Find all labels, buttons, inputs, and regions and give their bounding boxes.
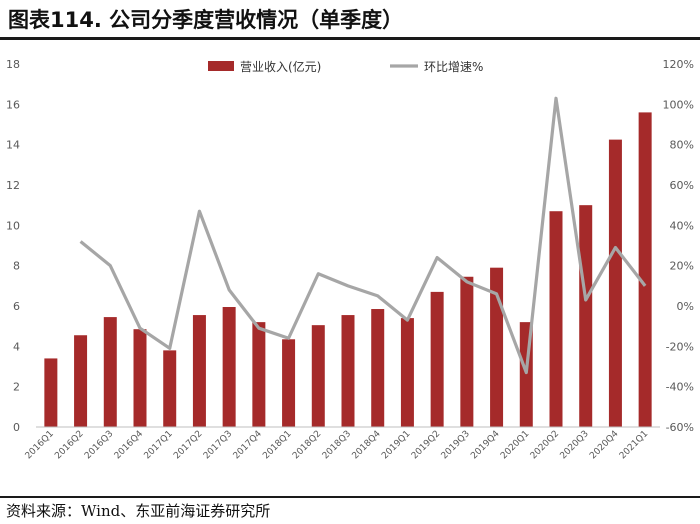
- x-tick-label: 2021Q1: [618, 429, 650, 461]
- growth-line-path: [79, 96, 647, 375]
- right-axis: -60% -40% -20% 0% 20% 40% 60% 80% 100% 120%: [663, 58, 694, 434]
- y-right-tick-label: 120%: [663, 58, 694, 71]
- page-title: 图表114. 公司分季度营收情况（单季度）: [8, 8, 404, 32]
- x-tick-label: 2020Q1: [499, 429, 531, 461]
- y-right-tick-label: 60%: [670, 179, 694, 192]
- y-right-tick-label: 0%: [677, 300, 694, 313]
- y-right-tick-label: 80%: [670, 139, 694, 152]
- revenue-bar: [133, 329, 147, 427]
- revenue-bar: [579, 205, 593, 427]
- x-axis: 2016Q12016Q22016Q32016Q42017Q12017Q22017…: [24, 426, 660, 462]
- revenue-bar: [74, 335, 88, 427]
- x-tick-label: 2018Q3: [321, 429, 353, 461]
- x-tick-label: 2017Q4: [232, 429, 265, 462]
- revenue-bar: [400, 318, 414, 427]
- y-left-tick-label: 16: [6, 98, 20, 111]
- revenue-bar: [44, 358, 58, 427]
- x-tick-label: 2018Q2: [291, 429, 323, 461]
- y-right-tick-label: -20%: [666, 340, 694, 353]
- x-tick-label: 2019Q2: [410, 429, 442, 461]
- y-left-tick-label: 14: [6, 139, 20, 152]
- revenue-bar: [549, 211, 563, 427]
- legend: 营业收入(亿元) 环比增速%: [208, 59, 483, 74]
- y-left-tick-label: 2: [13, 381, 20, 394]
- left-axis: 0 2 4 6 8 10 12 14 16 18: [6, 58, 20, 434]
- x-tick-label: 2016Q1: [24, 429, 56, 461]
- x-tick-label: 2019Q4: [469, 429, 502, 462]
- y-right-tick-label: 40%: [670, 219, 694, 232]
- x-tick-label: 2019Q3: [440, 429, 472, 461]
- legend-swatch-revenue: [208, 61, 234, 71]
- revenue-bar: [252, 322, 266, 427]
- revenue-bar: [371, 309, 385, 427]
- y-right-tick-label: -60%: [666, 421, 694, 434]
- revenue-bar: [430, 291, 444, 427]
- y-left-tick-label: 10: [6, 219, 20, 232]
- y-left-tick-label: 12: [6, 179, 20, 192]
- y-right-tick-label: 100%: [663, 98, 694, 111]
- revenue-bar: [282, 339, 296, 427]
- x-tick-label: 2018Q4: [351, 429, 384, 462]
- x-tick-label: 2018Q1: [261, 429, 293, 461]
- y-left-tick-label: 6: [13, 300, 20, 313]
- y-left-tick-label: 4: [13, 340, 20, 353]
- x-tick-label: 2017Q1: [143, 429, 175, 461]
- revenue-bars: [44, 112, 652, 428]
- y-right-tick-label: -40%: [666, 381, 694, 394]
- x-tick-label: 2020Q3: [559, 429, 591, 461]
- revenue-bar: [608, 139, 622, 427]
- growth-line: [79, 96, 647, 375]
- y-left-tick-label: 0: [13, 421, 20, 434]
- source-note: 资料来源：Wind、东亚前海证券研究所: [6, 502, 271, 520]
- revenue-bar: [460, 276, 474, 427]
- y-left-tick-label: 18: [6, 58, 20, 71]
- title-divider: [0, 37, 700, 40]
- x-tick-label: 2020Q2: [529, 429, 561, 461]
- revenue-bar: [103, 317, 117, 427]
- x-tick-label: 2016Q4: [113, 429, 146, 462]
- chart: 0 2 4 6 8 10 12 14 16 18 -60% -40% -20% 0% 20% 40% 60% 8…: [6, 58, 694, 462]
- revenue-bar: [192, 315, 206, 427]
- revenue-bar: [311, 325, 325, 427]
- revenue-bar: [163, 350, 177, 427]
- source-divider: [0, 496, 700, 498]
- y-right-tick-label: 20%: [670, 260, 694, 273]
- x-tick-label: 2016Q3: [83, 429, 115, 461]
- legend-label-revenue: 营业收入(亿元): [240, 59, 321, 74]
- legend-label-growth: 环比增速%: [424, 60, 483, 74]
- x-tick-label: 2019Q1: [380, 429, 412, 461]
- revenue-bar: [222, 307, 236, 427]
- x-tick-label: 2017Q2: [172, 429, 204, 461]
- x-tick-label: 2020Q4: [588, 429, 621, 462]
- x-tick-label: 2017Q3: [202, 429, 234, 461]
- revenue-bar: [341, 315, 355, 427]
- revenue-bar: [490, 267, 504, 427]
- revenue-bar: [638, 112, 652, 428]
- y-left-tick-label: 8: [13, 260, 20, 273]
- x-tick-label: 2016Q2: [53, 429, 85, 461]
